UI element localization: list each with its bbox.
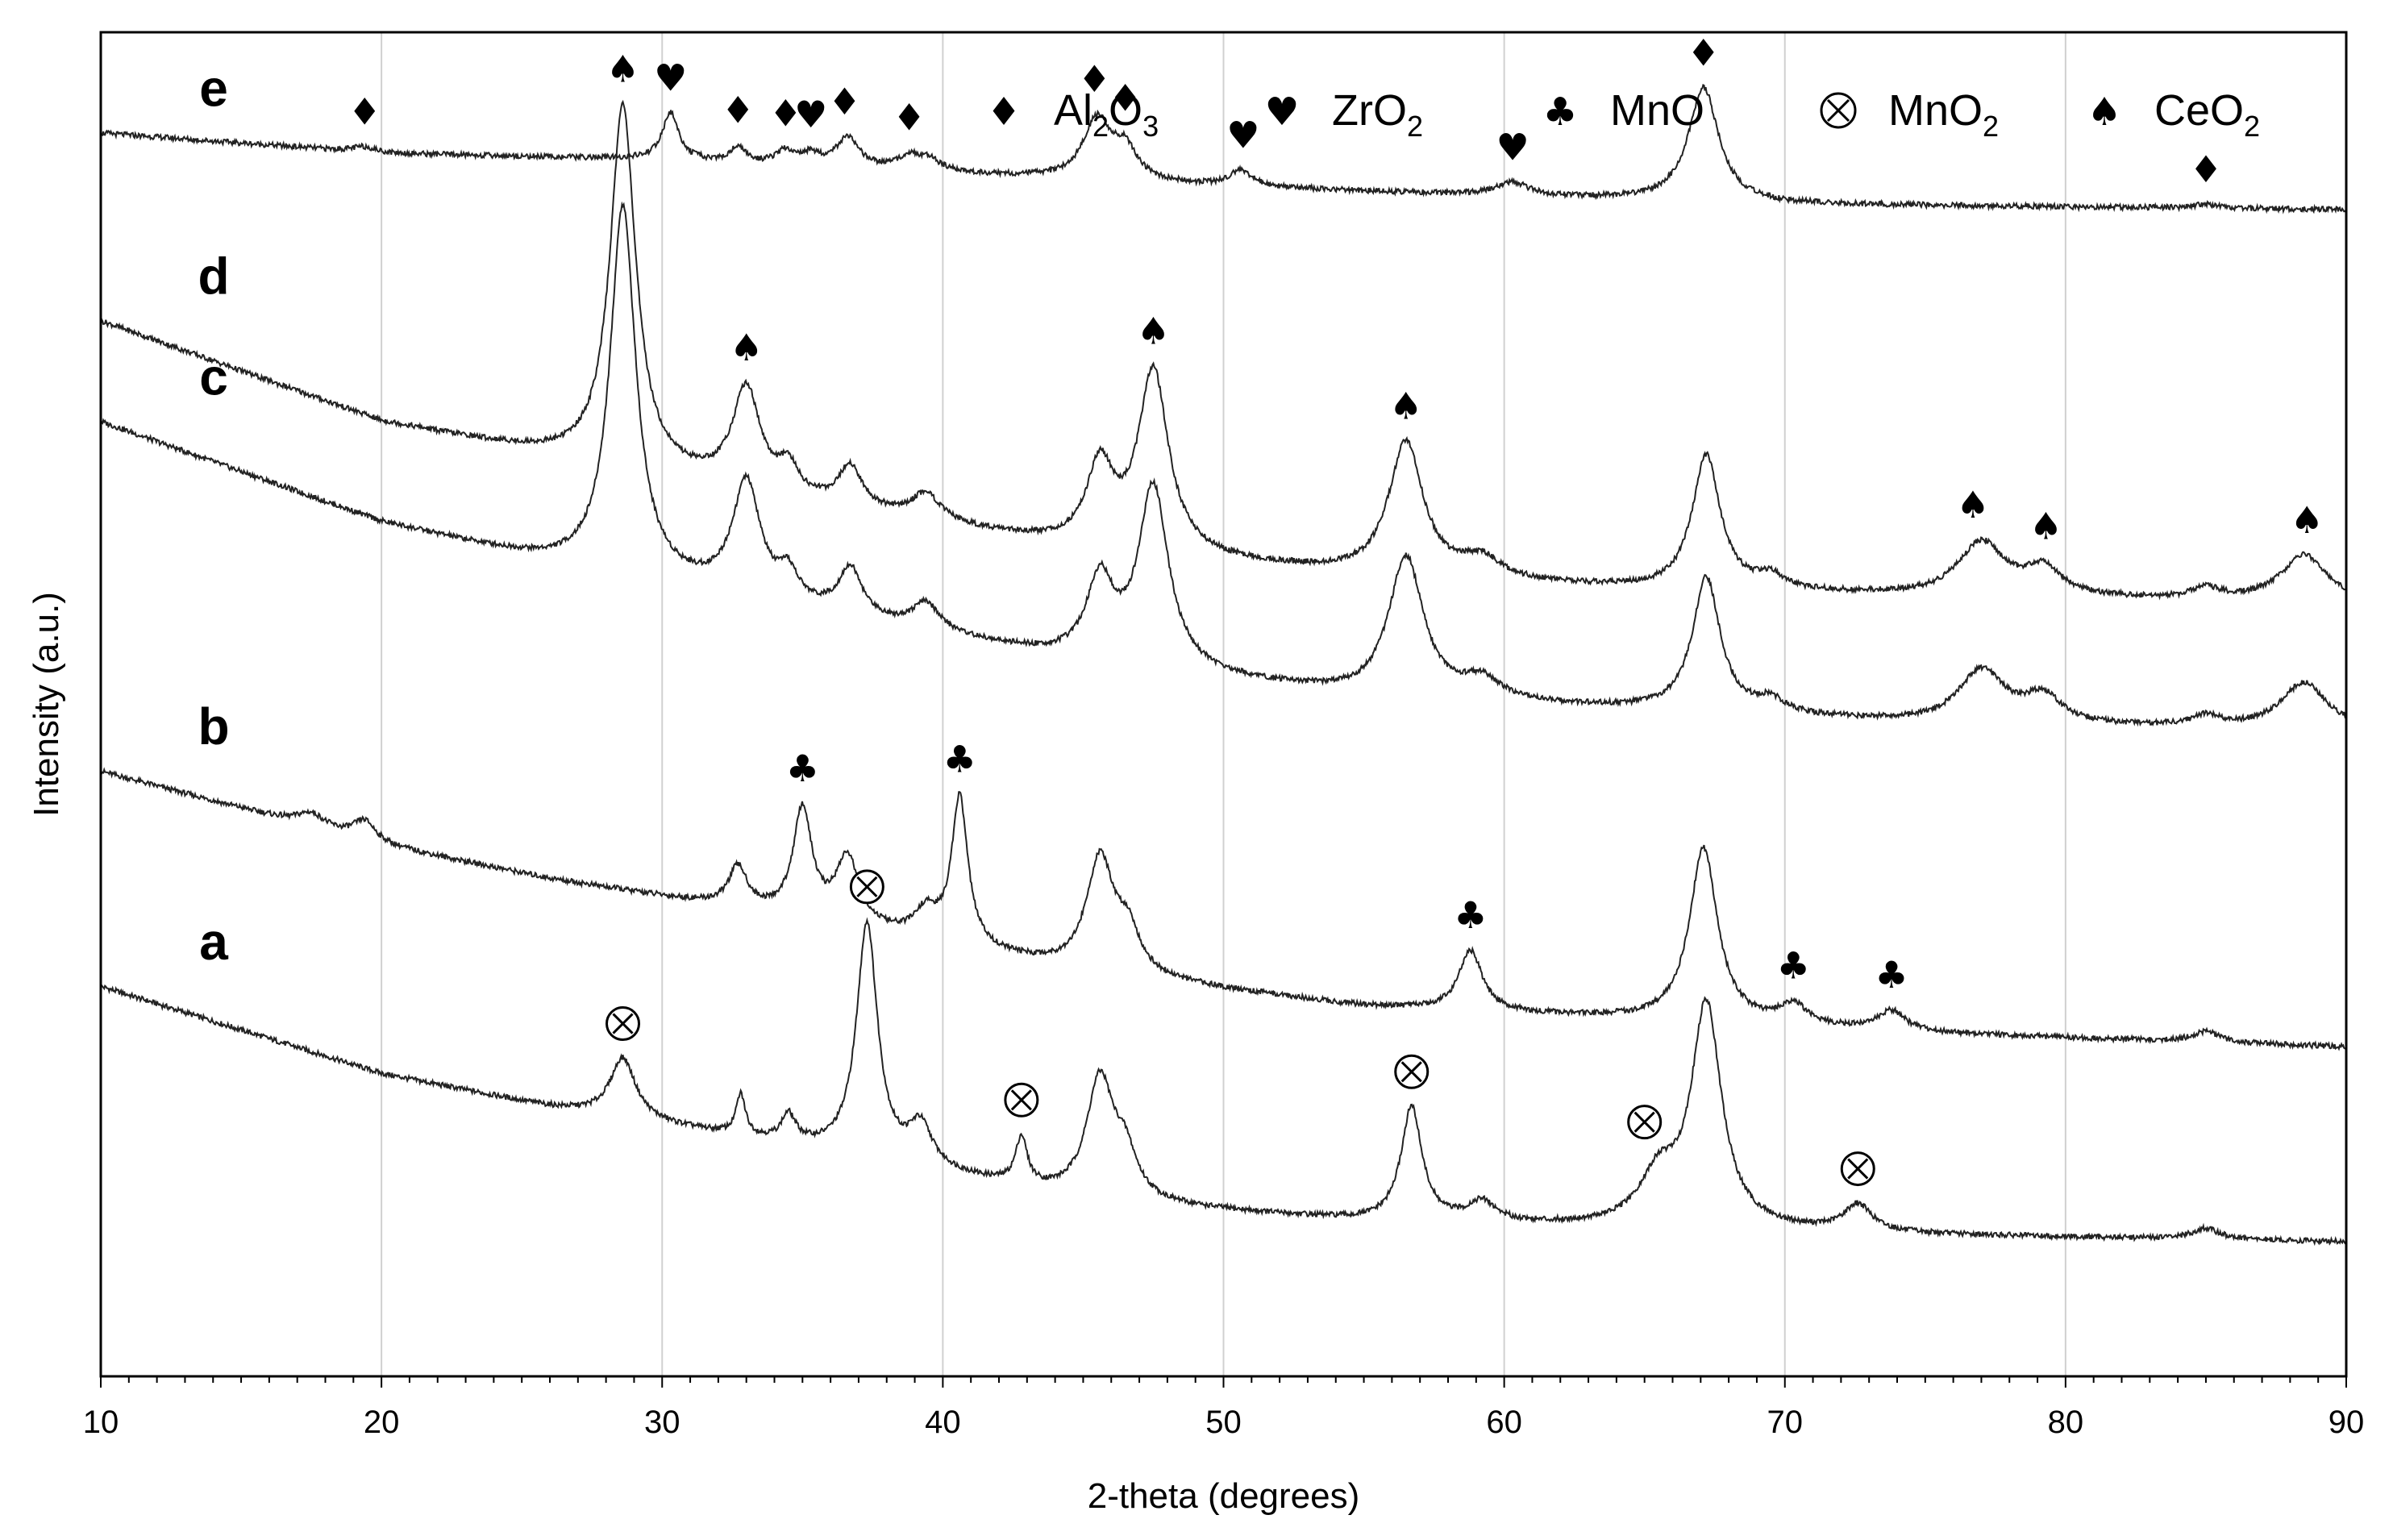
marker-b-3-mno-icon: ♣: [1777, 944, 1810, 988]
x-axis-ticks: 10 20 30 40 50 60 70 80 90: [83, 1376, 2365, 1440]
x-tick-label: 70: [1767, 1405, 1804, 1440]
x-tick-label: 60: [1486, 1405, 1522, 1440]
series-c-line: [100, 201, 2347, 727]
marker-e-2-al2o3-icon: ♦: [722, 88, 755, 131]
legend-label-mno2: MnO2: [1888, 86, 1999, 143]
x-axis-title: 2-theta (degrees): [1088, 1476, 1360, 1516]
legend-label-al2o3: Al2O3: [1054, 86, 1159, 143]
marker-b-2-mno-icon: ♣: [1454, 893, 1487, 937]
marker-b-4-mno-icon: ♣: [1875, 953, 1908, 997]
marker-a-3-mno2-icon: [1394, 1054, 1430, 1089]
series-c-label: c: [199, 348, 228, 406]
legend-item-al2o3: ♦ Al2O3: [986, 86, 1159, 143]
legend-item-mno: ♣ MnO: [1542, 86, 1704, 135]
legend-label-zro2: ZrO2: [1332, 86, 1423, 143]
curve-labels: a b cd e: [198, 60, 229, 971]
series-e-label: e: [199, 60, 228, 118]
marker-a-2-mno2-icon: [1004, 1082, 1039, 1118]
marker-e-0-al2o3-icon: ♦: [348, 90, 381, 134]
series-b-label: b: [198, 697, 229, 755]
marker-e-9-zro2-icon: ♥: [1226, 113, 1259, 156]
series-d-label: d: [198, 247, 229, 305]
marker-a-5-mno2-icon: [1840, 1151, 1875, 1187]
legend-item-mno2: MnO2: [1820, 86, 1999, 143]
marker-b-1-mno-icon: ♣: [943, 738, 976, 781]
marker-a-4-mno2-icon: [1627, 1105, 1663, 1140]
x-tick-label: 40: [925, 1405, 961, 1440]
legend-al2o3-icon: ♦: [986, 89, 1021, 135]
legend-item-zro2: ♥ ZrO2: [1264, 86, 1423, 143]
marker-d-2-ceo2-icon: ♠: [1137, 310, 1170, 353]
marker-e-5-al2o3-icon: ♦: [828, 80, 861, 123]
marker-d-3-ceo2-icon: ♠: [1389, 384, 1422, 427]
y-axis-title: Intensity (a.u.): [27, 592, 66, 817]
phase-markers: ♣ ♣♣♣ ♣♠♠ ♠♠♠ ♠ ♠♦♥♦ ♦♥ ♦ ♦♦♦♥ ♥♦♦: [348, 31, 2324, 1187]
xrd-curves: [100, 83, 2347, 1247]
x-tick-label: 50: [1205, 1405, 1242, 1440]
marker-e-3-al2o3-icon: ♦: [769, 91, 802, 135]
marker-d-4-ceo2-icon: ♠: [1956, 483, 1989, 527]
marker-d-0-ceo2-icon: ♠: [606, 48, 639, 91]
series-a-line: [100, 917, 2347, 1247]
x-tick-label: 80: [2048, 1405, 2084, 1440]
series-a-label: a: [199, 913, 228, 971]
marker-d-6-ceo2-icon: ♠: [2291, 498, 2324, 542]
series-d-line: [100, 99, 2346, 601]
x-tick-label: 30: [644, 1405, 680, 1440]
marker-a-1-mno2-icon: [849, 869, 884, 905]
series-b-line: [101, 767, 2346, 1051]
marker-d-5-ceo2-icon: ♠: [2029, 505, 2062, 548]
legend-ceo2-icon: ♠: [2087, 89, 2121, 135]
marker-e-8-al2o3-icon: ♦: [1109, 77, 1142, 120]
marker-e-1-zro2-icon: ♥: [654, 56, 687, 99]
legend-zro2-icon: ♥: [1264, 89, 1299, 135]
marker-e-7-al2o3-icon: ♦: [1078, 57, 1111, 101]
legend-label-ceo2: CeO2: [2154, 86, 2260, 143]
marker-e-10-zro2-icon: ♥: [1496, 125, 1529, 169]
legend-item-ceo2: ♠ CeO2: [2087, 86, 2260, 143]
legend: ♦ Al2O3 ♥ ZrO2 ♣ MnO MnO2 ♠ CeO2: [986, 86, 2260, 143]
marker-e-4-zro2-icon: ♥: [794, 93, 827, 136]
marker-e-12-al2o3-icon: ♦: [2189, 148, 2222, 191]
marker-e-6-al2o3-icon: ♦: [893, 96, 926, 139]
series-e-line: [100, 83, 2347, 214]
legend-label-mno: MnO: [1610, 86, 1704, 135]
x-tick-label: 20: [364, 1405, 400, 1440]
marker-e-11-al2o3-icon: ♦: [1687, 31, 1720, 74]
marker-a-0-mno2-icon: [606, 1006, 641, 1042]
marker-b-0-mno-icon: ♣: [786, 747, 819, 790]
marker-d-1-ceo2-icon: ♠: [730, 326, 763, 369]
legend-mno-icon: ♣: [1542, 89, 1577, 135]
x-tick-label: 10: [83, 1405, 119, 1440]
x-tick-label: 90: [2328, 1405, 2365, 1440]
